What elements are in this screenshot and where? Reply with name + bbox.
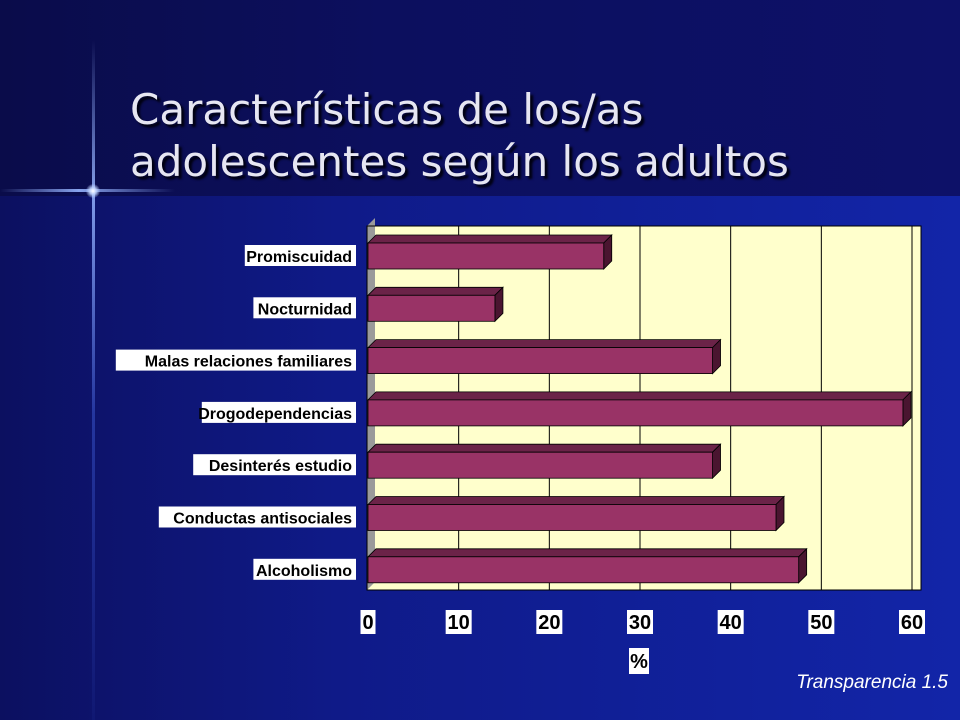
bar-front-face	[367, 347, 713, 375]
bar-top-face	[367, 339, 722, 349]
x-tick-label: 50	[808, 610, 835, 634]
bar	[367, 286, 504, 323]
category-label-box	[193, 454, 356, 476]
slide-footer-note: Transparencia 1.5	[796, 672, 948, 693]
bar-top-face	[367, 443, 722, 453]
bar	[367, 443, 722, 480]
x-tick-label: 30	[627, 610, 653, 634]
x-tick-label: 0	[360, 610, 376, 634]
plot-border	[366, 225, 922, 591]
bar-front-face	[367, 556, 800, 584]
bar-front-face	[367, 451, 713, 479]
bar-front-face	[367, 294, 496, 322]
x-tick-label: 10	[445, 610, 472, 634]
bar	[367, 390, 912, 427]
bar-front-face	[367, 399, 904, 427]
bars	[367, 234, 912, 584]
x-tick-label-text: 30	[629, 612, 651, 634]
x-tick-label-box	[627, 610, 653, 634]
bar-top-face	[367, 286, 504, 296]
category-label-box	[244, 245, 356, 266]
x-tick-label-box	[808, 610, 835, 634]
x-tick-label-box	[899, 610, 925, 634]
x-tick-label: 20	[536, 610, 563, 634]
bar	[367, 338, 722, 375]
x-tick-label-text: 10	[448, 612, 470, 634]
x-tick-label-text: 0	[362, 612, 373, 634]
category-label-box	[115, 349, 356, 371]
category-label-text: Alcoholismo	[256, 563, 352, 580]
category-label-box	[253, 297, 356, 319]
category-label: Drogodependencias	[198, 401, 356, 423]
x-tick-label-box	[445, 610, 472, 634]
category-label-box	[201, 401, 356, 423]
category-label: Nocturnidad	[253, 297, 356, 319]
x-axis-title: %	[629, 648, 649, 674]
x-tick-label-text: 50	[810, 612, 832, 634]
bar-front-face	[367, 242, 605, 270]
x-tick-label-text: 60	[901, 612, 923, 634]
category-label-text: Promiscuidad	[246, 249, 352, 266]
bar-top-face	[367, 234, 613, 244]
x-axis-title-text: %	[630, 651, 648, 673]
slide-title-line-2: adolescentes según los adultos	[130, 137, 789, 186]
category-label-text: Desinterés estudio	[209, 458, 352, 475]
x-tick-label-box	[717, 610, 744, 634]
category-label-box	[253, 558, 356, 580]
bar	[367, 547, 808, 584]
bar	[367, 234, 613, 270]
category-label: Desinterés estudio	[193, 454, 356, 476]
bar-top-face	[367, 496, 785, 505]
x-tick-label-box	[536, 610, 563, 634]
x-tick-label: 40	[717, 610, 744, 634]
title-band	[0, 0, 960, 196]
x-tick-label-text: 40	[720, 612, 742, 634]
bar-top-face	[367, 548, 808, 558]
category-label-text: Malas relaciones familiares	[145, 354, 352, 371]
slide-title: Características de los/as adolescentes s…	[130, 84, 930, 188]
x-tick-label-box	[360, 610, 376, 634]
x-axis-title-background	[629, 648, 649, 674]
bar-front-face	[367, 504, 777, 531]
category-label: Alcoholismo	[253, 558, 356, 580]
bar	[367, 495, 785, 532]
category-label: Conductas antisociales	[158, 506, 356, 528]
x-axis-title-box: %	[629, 648, 649, 674]
bar-top-face	[367, 391, 912, 401]
slide-title-line-1: Características de los/as	[130, 85, 644, 134]
sparkle-vertical-ray	[92, 40, 95, 720]
category-label-text: Nocturnidad	[258, 301, 352, 318]
category-label: Promiscuidad	[244, 245, 356, 266]
x-tick-labels: 0 10 20 30 40 50 60	[360, 610, 925, 634]
x-tick-label-text: 20	[538, 612, 560, 634]
category-label-text: Conductas antisociales	[173, 511, 352, 528]
category-label-box	[158, 506, 356, 528]
category-labels: Promiscuidad Nocturnidad Malas relaciones …	[115, 245, 356, 580]
category-label: Malas relaciones familiares	[115, 349, 356, 371]
x-tick-label: 60	[899, 610, 925, 634]
category-label-text: Drogodependencias	[198, 406, 352, 423]
sparkle-star-icon	[86, 184, 100, 198]
